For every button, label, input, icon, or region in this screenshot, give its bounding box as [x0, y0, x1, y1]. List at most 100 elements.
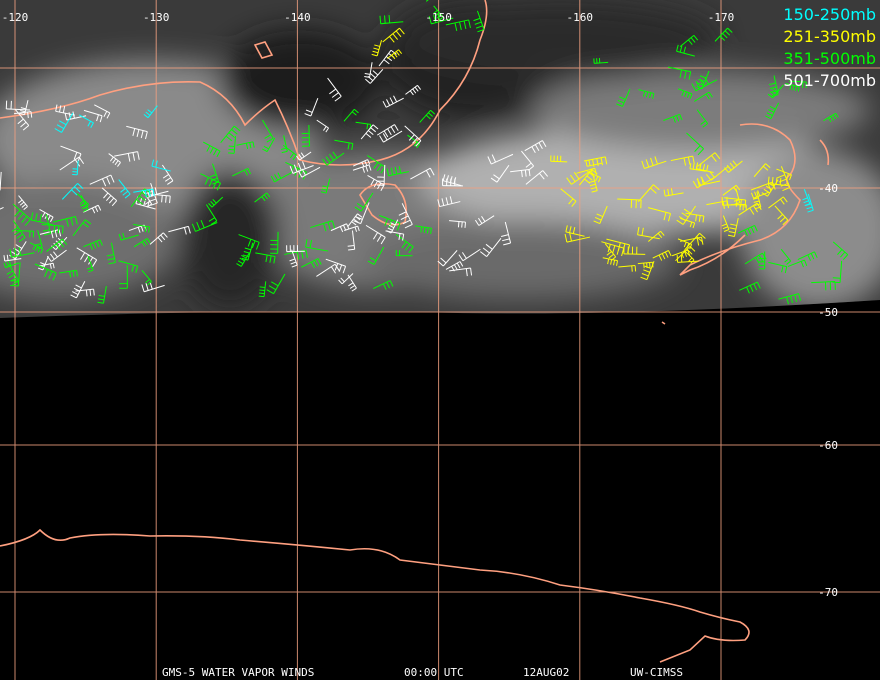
barb-tick — [357, 213, 363, 218]
barb-tick — [805, 203, 812, 207]
wind-barb — [97, 286, 107, 304]
barb-tick — [684, 251, 688, 257]
barb-shaft — [282, 144, 297, 156]
barb-tick — [108, 197, 115, 204]
wind-barb — [777, 166, 791, 192]
barb-tick — [616, 103, 623, 107]
barb-shaft — [39, 208, 54, 218]
barb-tick — [395, 30, 402, 38]
barb-tick — [20, 107, 27, 110]
barb-tick — [807, 254, 811, 261]
barb-shaft — [83, 239, 101, 248]
barb-tick — [143, 114, 149, 119]
barb-tick — [392, 33, 399, 40]
wind-barb — [382, 27, 405, 43]
barb-tick — [752, 205, 759, 213]
barb-tick — [364, 72, 371, 75]
wind-barb — [83, 239, 103, 250]
barb-tick — [50, 231, 54, 239]
wind-barb — [191, 220, 218, 232]
barb-tick — [724, 30, 731, 36]
barb-tick — [394, 166, 398, 175]
barb-shaft — [724, 197, 746, 201]
barb-shaft — [839, 260, 843, 283]
wind-barb — [694, 91, 713, 102]
barb-shaft — [31, 219, 53, 226]
wind-barb — [12, 203, 31, 226]
barb-tick — [402, 234, 405, 241]
barb-tick — [131, 264, 135, 272]
barb-tick — [354, 226, 358, 232]
wind-barb — [739, 281, 761, 294]
barb-tick — [70, 294, 77, 299]
barb-shaft — [126, 125, 148, 133]
barb-tick — [723, 229, 730, 232]
barb-tick — [464, 222, 466, 228]
barb-tick — [481, 215, 486, 222]
barb-tick — [110, 174, 115, 183]
barb-tick — [391, 54, 396, 60]
barb-shaft — [644, 160, 667, 169]
wind-barb — [623, 246, 646, 255]
wind-barb — [789, 80, 807, 89]
wind-barb — [289, 161, 314, 174]
barb-tick — [691, 83, 697, 92]
barb-tick — [528, 169, 531, 177]
barb-tick — [708, 91, 713, 98]
barb-tick — [398, 211, 407, 216]
wind-barb — [696, 109, 709, 128]
barb-shaft — [618, 265, 636, 268]
barb-tick — [3, 255, 6, 262]
barb-tick — [236, 263, 242, 267]
barb-tick — [106, 112, 111, 119]
barb-tick — [408, 246, 414, 254]
wind-barb — [727, 217, 739, 237]
barb-tick — [565, 225, 568, 233]
wind-barb — [343, 108, 359, 122]
barb-tick — [74, 186, 81, 193]
legend-entry: 501-700mb — [783, 71, 876, 90]
barb-shaft — [380, 21, 404, 25]
wind-barb — [521, 150, 535, 171]
barb-tick — [592, 159, 595, 167]
barb-tick — [380, 237, 386, 245]
barb-shaft — [8, 263, 20, 282]
barb-tick — [30, 111, 33, 118]
barb-tick — [228, 132, 235, 138]
barb-tick — [323, 126, 327, 131]
barb-tick — [456, 262, 461, 269]
barb-shaft — [823, 112, 836, 122]
barb-tick — [55, 243, 61, 250]
barb-tick — [566, 177, 572, 185]
barb-tick — [786, 260, 792, 265]
wind-barb — [202, 141, 221, 158]
barb-tick — [106, 254, 114, 257]
barb-tick — [684, 91, 687, 97]
barb-tick — [593, 220, 600, 224]
barb-tick — [354, 215, 363, 220]
barb-tick — [644, 265, 652, 270]
barb-tick — [354, 206, 362, 212]
barb-tick — [111, 200, 118, 207]
barb-tick — [687, 39, 693, 45]
barb-tick — [237, 260, 244, 265]
barb-tick — [681, 212, 689, 218]
wind-barb — [34, 263, 57, 281]
legend: 150-250mb 251-350mb 351-500mb 501-700mb — [783, 5, 876, 90]
barb-tick — [208, 217, 215, 222]
barb-tick — [210, 220, 218, 226]
barb-tick — [72, 291, 79, 295]
barb-tick — [58, 229, 62, 237]
barb-tick — [383, 59, 390, 65]
barb-tick — [370, 73, 376, 79]
barb-tick — [351, 221, 357, 226]
barb-tick — [670, 188, 674, 195]
barb-shaft — [205, 204, 218, 222]
barb-tick — [465, 268, 468, 277]
legend-entry: 251-350mb — [783, 27, 876, 46]
wind-barb — [458, 248, 481, 262]
wind-barb — [724, 160, 743, 173]
barb-tick — [264, 134, 272, 139]
wind-barb — [398, 203, 413, 229]
